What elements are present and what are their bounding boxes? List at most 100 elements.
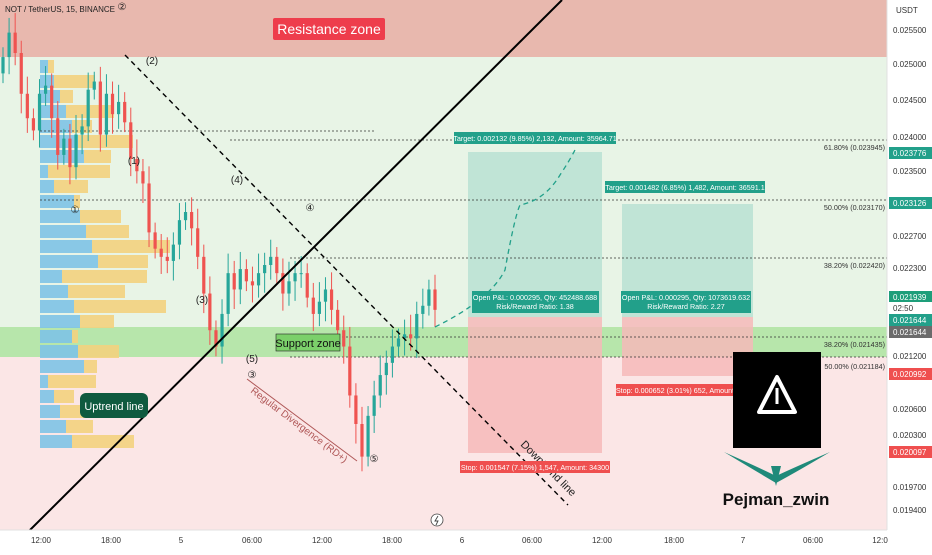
resistance-zone-label: Resistance zone	[277, 21, 381, 37]
x-tick-label: 12:00	[592, 536, 613, 545]
candle-body	[354, 395, 358, 424]
support-zone-label: Support zone	[275, 338, 340, 350]
candle-body	[86, 89, 90, 127]
price-badge-bg	[889, 314, 932, 326]
author-name: Pejman_zwin	[723, 490, 830, 509]
wave-label-5: ⑤	[370, 454, 379, 465]
position-1-open-label-bg	[472, 291, 599, 313]
candle-body	[305, 273, 309, 298]
price-axis[interactable]	[887, 0, 932, 550]
divergence-line	[246, 378, 358, 462]
price-badges: 0.023776 0.023126 0.021939 02:50 0.021644 0.0…	[889, 147, 932, 458]
resistance-zone-band	[0, 0, 887, 57]
volume-bar-blue	[40, 180, 54, 193]
position-1-ratio-label: Risk/Reward Ratio: 1.38	[496, 302, 574, 311]
position-2-open-label-bg	[621, 291, 751, 313]
volume-bar-blue	[40, 420, 66, 433]
y-tick-label: 0.020300	[893, 431, 927, 440]
candle-body	[342, 330, 346, 347]
volume-bar-yellow	[54, 75, 95, 88]
price-badge-target: 0.023126	[893, 199, 927, 208]
candle-body	[427, 289, 431, 306]
position-2-stop-label-bg	[616, 384, 758, 396]
volume-bar-yellow	[78, 135, 133, 148]
y-ticks: 0.025500 0.025000 0.024500 0.024000 0.023500…	[893, 26, 927, 515]
candle-body	[263, 265, 267, 274]
candle-body	[190, 212, 194, 229]
x-tick-label: 18:00	[101, 536, 122, 545]
volume-bar-blue	[40, 210, 80, 223]
uptrend-line-label-bg	[80, 393, 148, 418]
position-2-stop-box[interactable]	[622, 317, 753, 376]
candle-body	[123, 101, 127, 123]
candle-body	[13, 32, 17, 53]
volume-bar-yellow	[74, 300, 166, 313]
volume-bar-yellow	[78, 345, 119, 358]
fib-labels: 61.80% (0.023945) 50.00% (0.023170) 38.2…	[824, 143, 885, 371]
candle-body	[147, 183, 151, 233]
position-2-stop-label: Stop: 0.000652 (3.01%) 652, Amount: 3430…	[616, 386, 758, 395]
fib-label-50-lower: 50.00% (0.021184)	[824, 362, 885, 371]
volume-bar-blue	[40, 330, 72, 343]
volume-bar-blue	[40, 225, 86, 238]
volume-bar-yellow	[72, 330, 78, 343]
volume-bar-blue	[40, 60, 48, 73]
y-tick-label: 0.024500	[893, 96, 927, 105]
uptrend-line[interactable]	[29, 0, 563, 530]
candle-body	[135, 159, 139, 172]
wave-label-2: ②	[118, 2, 127, 13]
volume-bar-blue	[40, 270, 62, 283]
candle-body	[250, 281, 255, 286]
volume-bar-blue	[40, 300, 74, 313]
candle-body	[202, 256, 206, 294]
candle-body	[25, 93, 29, 119]
volume-bar-yellow	[68, 285, 125, 298]
wave-label-2-minor: (2)	[146, 56, 158, 67]
candle-body	[62, 138, 66, 155]
volume-bar-yellow	[48, 375, 96, 388]
candle-body	[311, 297, 315, 314]
lightning-icon[interactable]	[430, 513, 444, 527]
volume-bar-yellow	[84, 150, 111, 163]
x-tick-label: 5	[179, 536, 184, 545]
volume-bar-yellow	[80, 315, 114, 328]
position-2-target-label-bg	[605, 181, 765, 193]
wave-labels: ① ② (2) (1) (4) ④ (3) (5) ③ ⑤	[71, 2, 379, 465]
volume-bar-blue	[40, 405, 60, 418]
downtrend-line[interactable]	[124, 54, 569, 506]
candle-body	[329, 289, 334, 310]
volume-bar-blue	[40, 255, 98, 268]
volume-bar-blue	[40, 435, 72, 448]
position-1-stop-box[interactable]	[468, 317, 602, 453]
time-axis[interactable]	[0, 530, 932, 550]
candle-body	[104, 93, 109, 135]
candle-body	[317, 301, 321, 314]
candle-body	[7, 32, 11, 58]
candle-body	[390, 346, 395, 363]
x-tick-label: 06:00	[803, 536, 824, 545]
candle-body	[281, 273, 285, 294]
candle-body	[31, 118, 36, 131]
position-2-ratio-label: Risk/Reward Ratio: 2.27	[647, 302, 725, 311]
candle-body	[1, 57, 5, 74]
x-tick-label: 12:00	[312, 536, 333, 545]
volume-bar-blue	[40, 195, 74, 208]
candle-body	[110, 93, 115, 115]
y-tick-label: 0.022700	[893, 232, 927, 241]
x-tick-label: 6	[460, 536, 465, 545]
candle-body	[117, 101, 121, 115]
candle-body	[183, 212, 188, 221]
candle-body	[50, 85, 54, 119]
price-badge-entry_gray: 0.021644	[893, 328, 927, 337]
volume-bar-blue	[40, 345, 78, 358]
candle-body	[129, 122, 133, 159]
fib-label-50-upper: 50.00% (0.023170)	[824, 203, 885, 212]
chart-title: NOT / TetherUS, 15, BINANCE	[5, 5, 115, 14]
price-badge-bg	[889, 147, 932, 159]
wave-label-1: ①	[71, 205, 80, 216]
candle-body	[402, 334, 407, 339]
price-badge-bg	[889, 291, 932, 303]
author-logo: Pejman_zwin	[723, 352, 830, 509]
